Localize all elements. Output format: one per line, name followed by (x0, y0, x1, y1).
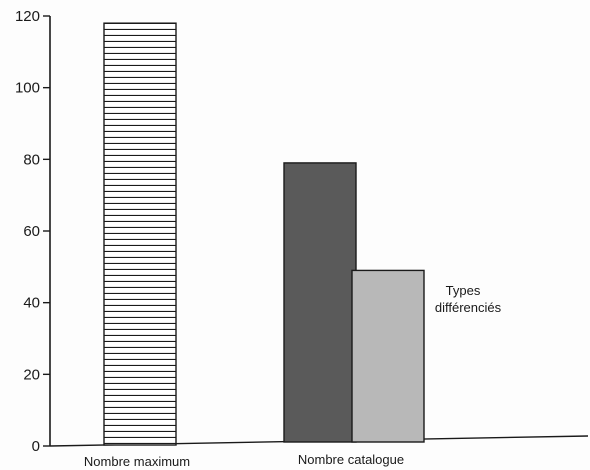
y-tick-label: 100 (15, 80, 40, 97)
y-tick-label: 40 (23, 295, 40, 312)
y-tick-label: 120 (15, 8, 40, 25)
y-tick-label: 0 (32, 438, 40, 455)
annotation-types-line2: différenciés (435, 300, 502, 315)
y-ticks: 0 20 40 60 80 100 120 (15, 8, 50, 455)
category-label-catalogue: Nombre catalogue (298, 452, 404, 467)
category-label-max: Nombre maximum (84, 454, 190, 469)
y-tick-label: 60 (23, 223, 40, 240)
bar-series0-cat1 (283, 162, 357, 443)
bars (103, 22, 425, 446)
bar-series1-cat1 (351, 269, 425, 443)
y-tick-label: 20 (23, 366, 40, 383)
annotation-types-line1: Types (446, 283, 481, 298)
bar-series0-cat0 (103, 22, 177, 446)
y-tick-label: 80 (23, 151, 40, 168)
